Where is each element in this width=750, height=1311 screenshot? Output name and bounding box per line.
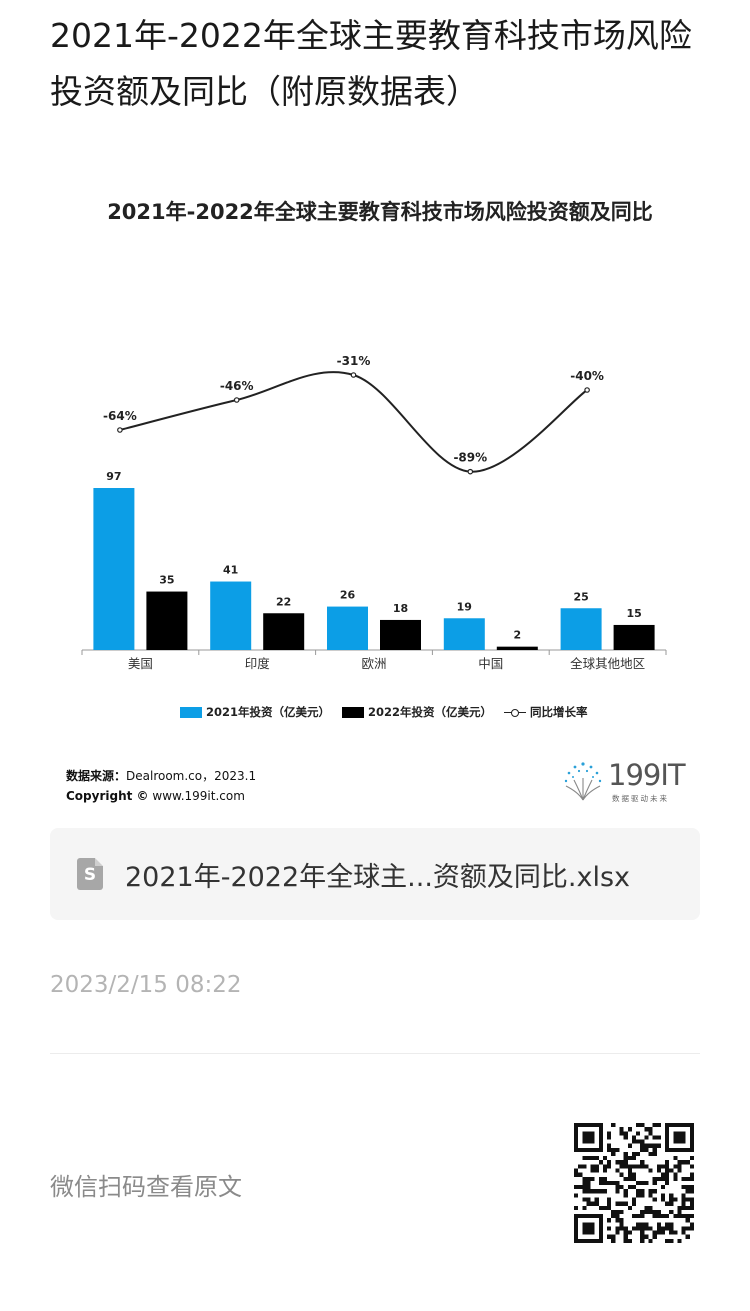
bar-value-label-2022: 22 (276, 595, 291, 608)
legend-swatch-growth (504, 707, 527, 718)
bar-2022 (496, 646, 538, 650)
growth-rate-label: -46% (220, 379, 254, 393)
bar-value-label-2022: 15 (626, 607, 641, 620)
x-tick-label: 美国 (128, 656, 153, 671)
legend-item-2022: 2022年投资（亿美元） (342, 704, 492, 720)
chart-svg: 97 35 美国 41 22 印度 26 18 欧洲 19 2 中国 25 15 全球其他地区 -64% -46… (81, 354, 667, 671)
x-tick-label: 中国 (478, 656, 503, 671)
article-title: 2021年-2022年全球主要教育科技市场风险投资额及同比（附原数据表） (50, 16, 692, 111)
attachment-card[interactable]: S 2021年-2022年全球主...资额及同比.xlsx (50, 828, 700, 920)
growth-rate-point (233, 397, 240, 403)
source-text: Dealroom.co，2023.1 (126, 769, 257, 783)
source-line: 数据来源：Dealroom.co，2023.1 (66, 766, 256, 786)
growth-rate-point (350, 372, 357, 378)
chart-title: 2021年-2022年全球主要教育科技市场风险投资额及同比 (107, 200, 653, 224)
bar-2021 (327, 606, 368, 650)
chart-source: 数据来源：Dealroom.co，2023.1 Copyright © www.… (66, 766, 256, 806)
growth-rate-point (467, 468, 474, 475)
legend-swatch-2021 (180, 706, 202, 718)
bar-2022 (380, 619, 421, 650)
growth-rate-label: -40% (570, 369, 604, 383)
bar-2022 (613, 624, 655, 650)
bar-value-label-2022: 18 (393, 602, 408, 615)
bar-2021 (443, 618, 485, 650)
legend-item-growth: 同比增长率 (504, 704, 588, 720)
legend-swatch-2022 (342, 706, 365, 718)
chart-legend: 2021年投资（亿美元） 2022年投资（亿美元） 同比增长率 (180, 704, 600, 720)
growth-rate-point (117, 427, 123, 433)
brand-logo: 199IT 数据驱动未来 (560, 758, 690, 806)
bar-value-label-2021: 97 (106, 470, 121, 483)
brand-dandelion-icon (564, 762, 602, 801)
publish-timestamp: 2023/2/15 08:22 (50, 972, 242, 998)
legend-item-2021: 2021年投资（亿美元） (180, 704, 330, 720)
chart-card: 2021年-2022年全球主要教育科技市场风险投资额及同比 97 35 美国 41 22… (50, 180, 710, 820)
brand-tagline: 数据驱动未来 (612, 794, 669, 803)
attachment-file-name: 2021年-2022年全球主...资额及同比.xlsx (125, 861, 631, 893)
copyright-line: Copyright © www.199it.com (66, 786, 256, 806)
brand-logo-text: 199IT (608, 758, 686, 792)
copyright-text: www.199it.com (152, 789, 245, 803)
bar-2022 (146, 591, 188, 650)
copyright-label: Copyright © (66, 789, 149, 803)
x-tick-label: 欧洲 (361, 656, 386, 671)
bar-2021 (210, 581, 252, 650)
growth-rate-label: -64% (103, 409, 137, 423)
bar-value-label-2021: 25 (573, 590, 588, 603)
divider (50, 1053, 700, 1054)
legend-label-growth: 同比增长率 (530, 705, 588, 719)
qr-code-icon[interactable] (574, 1123, 694, 1243)
x-tick-label: 印度 (245, 656, 271, 671)
growth-rate-line (119, 371, 588, 473)
wechat-scan-hint: 微信扫码查看原文 (50, 1173, 242, 1201)
bar-value-label-2022: 35 (159, 574, 174, 587)
legend-label-2021: 2021年投资（亿美元） (206, 705, 331, 719)
spreadsheet-file-icon: S (77, 858, 103, 890)
legend-label-2022: 2022年投资（亿美元） (368, 705, 493, 719)
bar-value-label-2021: 26 (340, 589, 356, 602)
bar-value-label-2021: 19 (457, 600, 472, 613)
bar-2022 (263, 613, 305, 650)
x-tick-label: 全球其他地区 (570, 656, 645, 671)
bar-2021 (93, 488, 135, 650)
source-label: 数据来源： (66, 769, 127, 783)
bar-value-label-2021: 41 (223, 564, 238, 577)
growth-rate-label: -89% (453, 451, 487, 465)
bar-2021 (560, 608, 602, 650)
bar-value-label-2022: 2 (513, 629, 521, 642)
growth-rate-point (584, 387, 590, 393)
growth-rate-label: -31% (337, 354, 371, 368)
